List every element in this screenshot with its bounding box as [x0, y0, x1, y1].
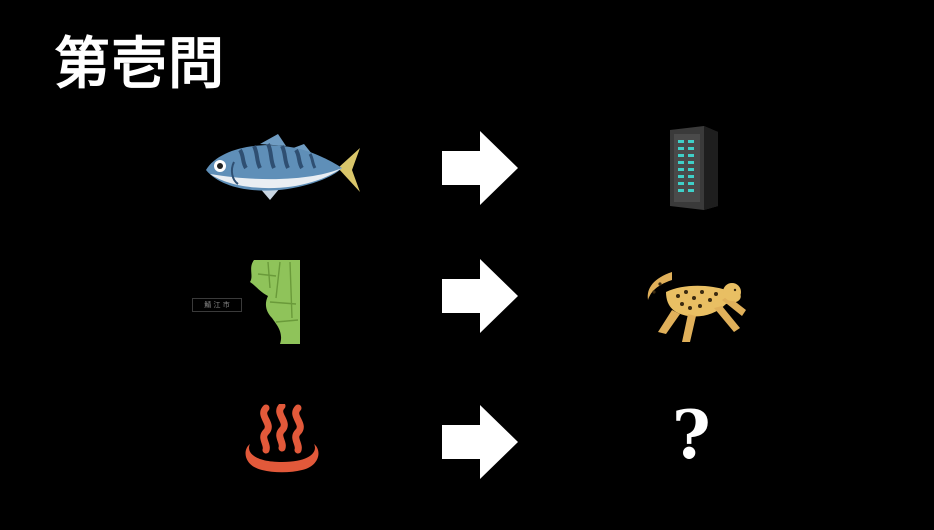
slide-title: 第壱問 — [54, 31, 225, 97]
right-arrow-icon — [442, 259, 518, 333]
mackerel-fish-icon — [206, 134, 360, 200]
server-rack-icon — [670, 126, 718, 210]
hot-spring-onsen-icon — [245, 404, 319, 473]
cheetah-icon — [647, 272, 746, 342]
map-label: 鯖 江 市 — [192, 298, 242, 312]
question-mark: ? — [672, 396, 711, 474]
right-arrow-icon — [442, 131, 518, 205]
map-fragment-icon — [250, 260, 300, 344]
right-arrow-icon — [442, 405, 518, 479]
